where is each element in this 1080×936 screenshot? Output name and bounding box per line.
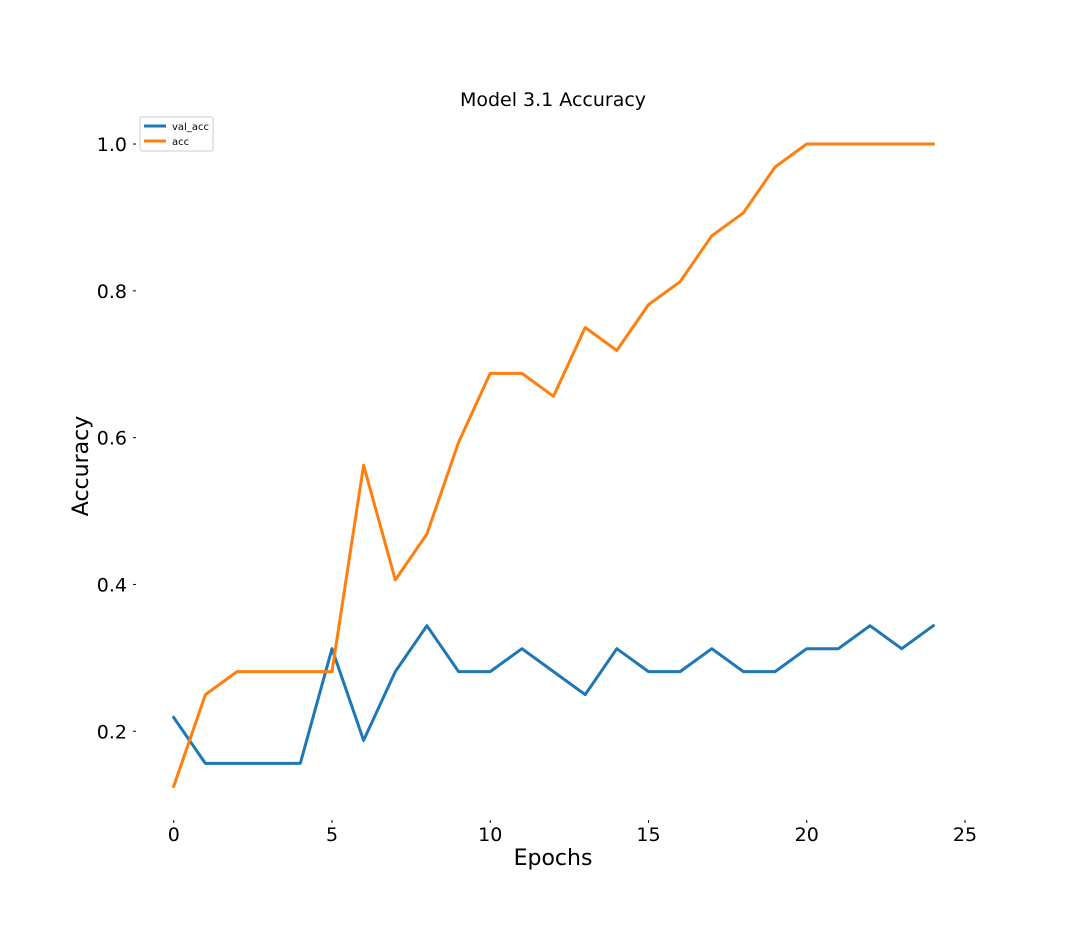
y-tick-label: 0.6 — [97, 428, 127, 450]
x-tick-label: 10 — [478, 824, 502, 846]
x-tick-label: 5 — [326, 824, 338, 846]
x-tick-label: 15 — [636, 824, 660, 846]
y-tick-label: 1.0 — [97, 134, 127, 156]
series-line-val-acc — [171, 623, 936, 765]
x-axis-label: Epochs — [514, 846, 593, 871]
series-line-acc — [171, 142, 935, 789]
x-axis: 0 5 10 15 20 25 — [168, 820, 977, 846]
y-axis-label: Accuracy — [69, 416, 94, 516]
x-tick-label: 25 — [953, 824, 977, 846]
x-tick-label: 0 — [168, 824, 180, 846]
y-tick-label: 0.4 — [97, 574, 127, 596]
y-tick-label: 0.2 — [97, 721, 127, 743]
x-tick-label: 20 — [795, 824, 819, 846]
legend-label: acc — [172, 137, 189, 148]
chart-title: Model 3.1 Accuracy — [460, 89, 646, 111]
y-axis: 0.2 0.4 0.6 0.8 1.0 — [97, 134, 136, 743]
plot-lines — [171, 142, 936, 789]
y-tick-label: 0.8 — [97, 281, 127, 303]
legend-label: val_acc — [172, 122, 209, 133]
